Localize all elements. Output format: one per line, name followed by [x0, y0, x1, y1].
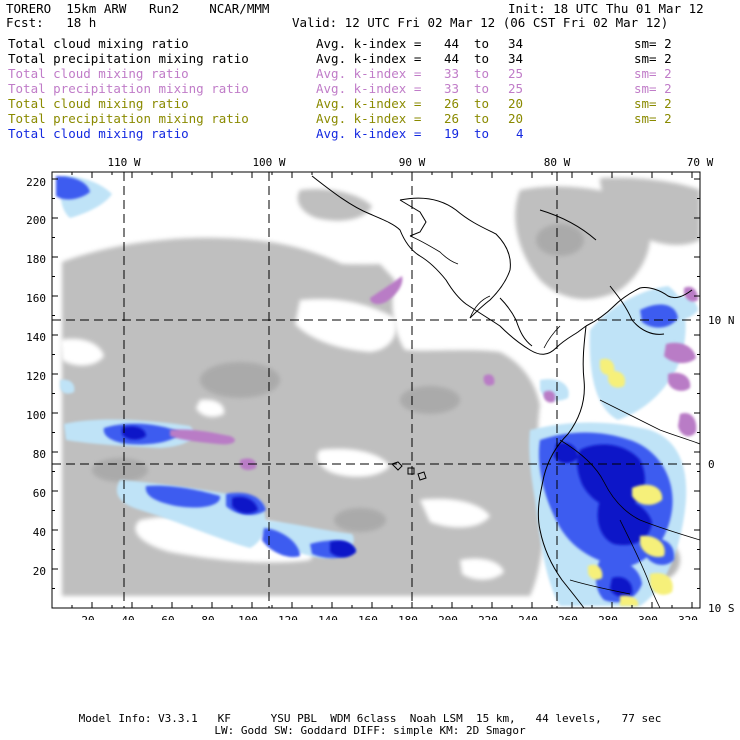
x-tick-label: 120: [278, 614, 298, 620]
yellow-precip: [588, 358, 673, 606]
legend-sm: sm= 2: [634, 36, 672, 51]
x-tick-label: 200: [438, 614, 458, 620]
legend-index-label: Avg. k-index =: [316, 66, 422, 81]
legend-to-word: to: [474, 66, 490, 81]
legend-row: Total cloud mixing ratio Avg. k-index = …: [8, 96, 708, 111]
x-tick-label: 100: [238, 614, 258, 620]
legend-sm: sm= 2: [634, 96, 672, 111]
legend-sm: sm= 2: [634, 66, 672, 81]
legend-from: 33: [444, 66, 460, 81]
model-info: Model Info: V3.3.1 KF YSU PBL WDM 6class…: [78, 712, 662, 725]
legend-field: Total precipitation mixing ratio: [8, 51, 249, 66]
legend-from: 26: [444, 96, 460, 111]
country-borders: [409, 235, 700, 608]
x-tick-label: 140: [318, 614, 338, 620]
x-tick-label: 80: [201, 614, 214, 620]
run-title: TORERO 15km ARW Run2 NCAR/MMM: [6, 1, 270, 16]
legend-to-word: to: [474, 81, 490, 96]
legend-field: Total cloud mixing ratio: [8, 96, 189, 111]
legend-to: 34: [508, 36, 524, 51]
plot-border: [51, 171, 701, 609]
legend-to-word: to: [474, 111, 490, 126]
forecast-map: 20 40 60 80 100 120 140 160 180 200 220 …: [26, 156, 735, 620]
y-tick-label: 180: [26, 253, 46, 266]
legend-row: Total cloud mixing ratio Avg. k-index = …: [8, 66, 708, 81]
valid-time: Valid: 12 UTC Fri 02 Mar 12 (06 CST Fri …: [292, 15, 669, 30]
physics-info: LW: Godd SW: Goddard DIFF: simple KM: 2D…: [214, 724, 526, 737]
lon-label: 70 W: [687, 156, 714, 169]
x-tick-label: 40: [121, 614, 134, 620]
legend-field: Total cloud mixing ratio: [8, 66, 189, 81]
y-tick-label: 120: [26, 370, 46, 383]
lon-label: 90 W: [399, 156, 426, 169]
legend-to: 4: [516, 126, 524, 141]
x-tick-marks: [51, 172, 693, 608]
legend-index-label: Avg. k-index =: [316, 111, 422, 126]
legend-field: Total precipitation mixing ratio: [8, 81, 249, 96]
legend-index-label: Avg. k-index =: [316, 36, 422, 51]
x-tick-label: 260: [558, 614, 578, 620]
y-tick-label: 200: [26, 214, 46, 227]
lat-label: 10 S: [708, 602, 735, 615]
legend-field: Total precipitation mixing ratio: [8, 111, 249, 126]
lon-label: 100 W: [252, 156, 285, 169]
legend-to: 25: [508, 81, 524, 96]
legend-to-word: to: [474, 36, 490, 51]
y-tick-label: 220: [26, 176, 46, 189]
legend-to: 20: [508, 96, 524, 111]
legend-row: Total precipitation mixing ratio Avg. k-…: [8, 51, 708, 66]
legend-row: Total precipitation mixing ratio Avg. k-…: [8, 81, 708, 96]
lat-label: 10 N: [708, 314, 735, 327]
y-tick-label: 20: [33, 565, 46, 578]
y-tick-label: 140: [26, 331, 46, 344]
x-tick-label: 220: [478, 614, 498, 620]
x-tick-label: 280: [598, 614, 618, 620]
lat-label: 0: [708, 458, 715, 471]
legend-sm: sm= 2: [634, 51, 672, 66]
legend-to: 34: [508, 51, 524, 66]
legend-from: 44: [444, 36, 460, 51]
legend-to-word: to: [474, 126, 490, 141]
forecast-hour: Fcst: 18 h: [6, 15, 97, 30]
y-tick-label: 60: [33, 487, 46, 500]
x-tick-label: 320: [678, 614, 698, 620]
legend-index-label: Avg. k-index =: [316, 126, 422, 141]
y-tick-label: 80: [33, 448, 46, 461]
legend-to-word: to: [474, 51, 490, 66]
legend-index-label: Avg. k-index =: [316, 81, 422, 96]
lon-label: 110 W: [107, 156, 140, 169]
x-tick-label: 60: [161, 614, 174, 620]
coastlines: [311, 175, 693, 608]
y-tick-marks: [52, 178, 700, 609]
legend-field: Total cloud mixing ratio: [8, 126, 189, 141]
legend-from: 26: [444, 111, 460, 126]
legend-row: Total cloud mixing ratio Avg. k-index = …: [8, 36, 708, 51]
y-tick-label: 40: [33, 526, 46, 539]
graticule: [52, 172, 700, 608]
lon-label: 80 W: [544, 156, 571, 169]
legend-from: 44: [444, 51, 460, 66]
dark-blue-precip: [122, 426, 652, 597]
x-tick-label: 20: [81, 614, 94, 620]
legend-field: Total cloud mixing ratio: [8, 36, 189, 51]
legend-row: Total cloud mixing ratio Avg. k-index = …: [8, 126, 708, 141]
y-tick-label: 100: [26, 409, 46, 422]
legend-to: 20: [508, 111, 524, 126]
legend-index-label: Avg. k-index =: [316, 51, 422, 66]
x-tick-label: 300: [638, 614, 658, 620]
init-time: Init: 18 UTC Thu 01 Mar 12: [508, 1, 704, 16]
x-tick-label: 160: [358, 614, 378, 620]
legend-from: 19: [444, 126, 460, 141]
legend-to: 25: [508, 66, 524, 81]
y-tick-label: 160: [26, 292, 46, 305]
x-tick-label: 180: [398, 614, 418, 620]
x-tick-label: 240: [518, 614, 538, 620]
legend-to-word: to: [474, 96, 490, 111]
legend-row: Total precipitation mixing ratio Avg. k-…: [8, 111, 708, 126]
legend-from: 33: [444, 81, 460, 96]
legend-index-label: Avg. k-index =: [316, 96, 422, 111]
legend-sm: sm= 2: [634, 111, 672, 126]
legend-sm: sm= 2: [634, 81, 672, 96]
